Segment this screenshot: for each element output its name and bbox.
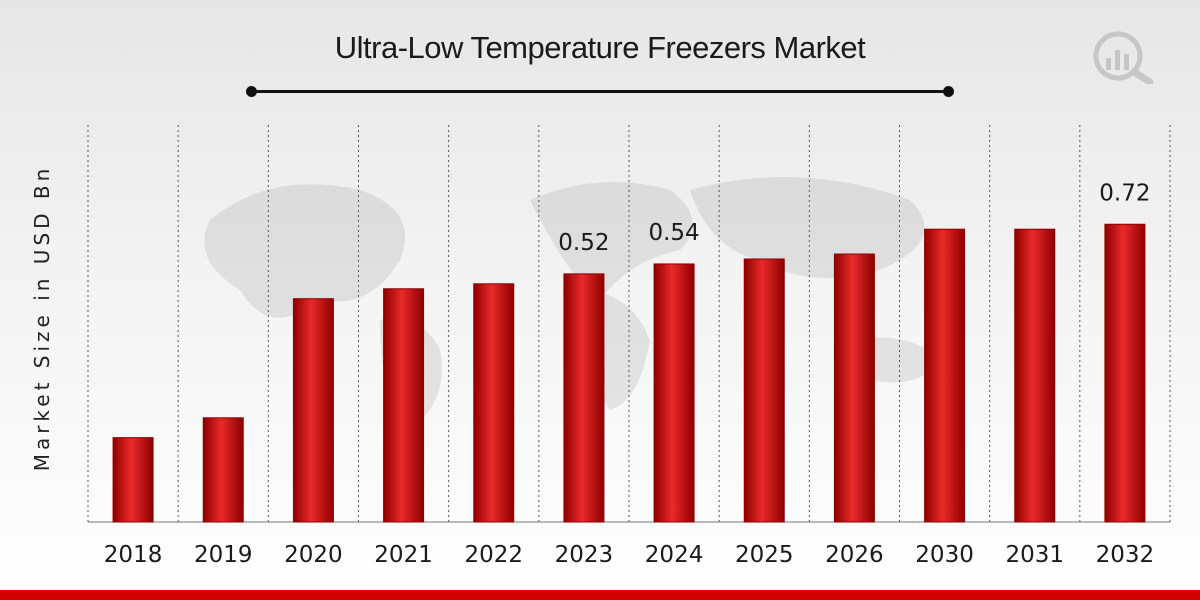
bar-2030 bbox=[924, 228, 966, 523]
title-underline-left-dot bbox=[246, 86, 257, 97]
data-label: 0.72 bbox=[1099, 180, 1150, 206]
x-tick-label: 2030 bbox=[915, 542, 974, 568]
x-tick-label: 2031 bbox=[1005, 542, 1064, 568]
x-tick-label: 2022 bbox=[464, 542, 523, 568]
bar-2025 bbox=[743, 258, 785, 523]
x-tick-label: 2021 bbox=[374, 542, 433, 568]
x-tick-label: 2020 bbox=[284, 542, 343, 568]
data-label: 0.52 bbox=[558, 230, 609, 256]
title-underline-right-dot bbox=[943, 86, 954, 97]
footer-red-bar bbox=[0, 590, 1200, 600]
bar-2021 bbox=[383, 288, 425, 523]
title-underline bbox=[252, 90, 949, 93]
bar-2022 bbox=[473, 283, 515, 523]
bar-2032 bbox=[1104, 223, 1146, 523]
bar-2026 bbox=[833, 253, 875, 523]
x-tick-label: 2019 bbox=[194, 542, 253, 568]
x-tick-label: 2024 bbox=[645, 542, 704, 568]
bar-2020 bbox=[292, 298, 334, 523]
x-tick-label: 2025 bbox=[735, 542, 794, 568]
x-tick-label: 2023 bbox=[555, 542, 614, 568]
chart-title: Ultra-Low Temperature Freezers Market bbox=[334, 30, 866, 65]
bar-2024 bbox=[653, 263, 695, 523]
x-tick-label: 2032 bbox=[1096, 542, 1155, 568]
x-tick-label: 2018 bbox=[104, 542, 163, 568]
bar-2019 bbox=[202, 417, 244, 523]
bar-2023 bbox=[563, 273, 605, 523]
bar-2031 bbox=[1014, 228, 1056, 523]
bar-2018 bbox=[112, 437, 154, 523]
x-tick-label: 2026 bbox=[825, 542, 884, 568]
brand-logo-icon bbox=[1093, 31, 1154, 84]
data-label: 0.54 bbox=[648, 220, 699, 246]
